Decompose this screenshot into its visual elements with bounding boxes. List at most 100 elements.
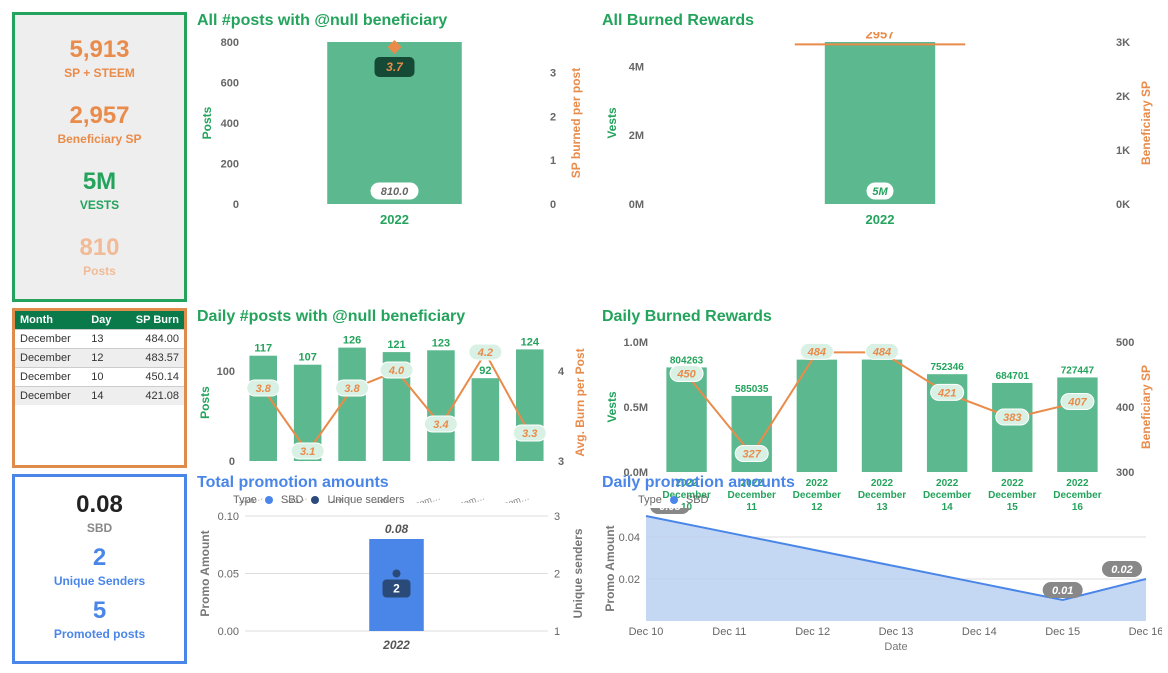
svg-text:0.05: 0.05 <box>659 508 681 513</box>
svg-text:484: 484 <box>807 346 826 358</box>
chart-legend: Type SBD <box>638 494 1168 506</box>
summary-card-blue: 0.08 SBD 2 Unique Senders 5 Promoted pos… <box>12 474 187 664</box>
svg-text:0.02: 0.02 <box>1111 564 1132 576</box>
legend-item: SBD <box>686 494 709 506</box>
svg-text:400: 400 <box>221 118 239 130</box>
svg-text:3: 3 <box>558 456 564 468</box>
legend-dot-sbd <box>265 496 273 504</box>
svg-text:2957: 2957 <box>866 32 895 41</box>
svg-text:3.7: 3.7 <box>386 60 404 74</box>
legend-item: Unique senders <box>327 494 404 506</box>
chart-daily-posts: Daily #posts with @null beneficiary 0100… <box>197 308 592 468</box>
svg-text:121: 121 <box>387 339 405 351</box>
dashboard-grid: 5,913 SP + STEEM 2,957 Beneficiary SP 5M… <box>12 12 1156 664</box>
stat-value: 5 <box>21 597 178 625</box>
svg-text:3.4: 3.4 <box>433 419 448 431</box>
svg-text:92: 92 <box>479 365 491 377</box>
svg-text:752346: 752346 <box>930 362 964 373</box>
stat-value: 5,913 <box>21 36 178 64</box>
svg-text:0M: 0M <box>629 199 644 211</box>
stat-benef-sp: 2,957 Beneficiary SP <box>21 102 178 146</box>
legend-dot-sbd <box>670 496 678 504</box>
svg-text:2022: 2022 <box>866 212 895 227</box>
svg-text:100: 100 <box>217 366 235 378</box>
svg-text:2022: 2022 <box>380 212 409 227</box>
chart-all-burned: All Burned Rewards 0M2M4M0K1K2K3K5M29572… <box>602 12 1168 302</box>
svg-text:5M: 5M <box>872 186 888 198</box>
svg-text:804263: 804263 <box>670 355 704 366</box>
svg-text:Beneficiary SP: Beneficiary SP <box>1139 365 1153 449</box>
svg-text:4M: 4M <box>629 61 644 73</box>
chart-daily-burned: Daily Burned Rewards 0.0M0.5M1.0M3004005… <box>602 308 1168 468</box>
table-header: Month <box>15 311 86 330</box>
stat-value: 2,957 <box>21 102 178 130</box>
stat-label: SBD <box>21 521 178 535</box>
svg-text:200: 200 <box>221 159 239 171</box>
stat-label: Unique Senders <box>21 574 178 588</box>
svg-text:Promo Amount: Promo Amount <box>603 525 617 611</box>
svg-text:Vests: Vests <box>605 107 619 139</box>
svg-text:2: 2 <box>393 582 400 596</box>
svg-text:124: 124 <box>521 336 540 348</box>
chart-svg: 02004006008000123810.03.72022PostsSP bur… <box>197 32 592 232</box>
svg-text:810.0: 810.0 <box>381 186 409 198</box>
stat-label: Promoted posts <box>21 627 178 641</box>
svg-text:0.02: 0.02 <box>619 574 640 586</box>
svg-text:3K: 3K <box>1116 37 1130 49</box>
svg-text:0.01: 0.01 <box>1052 585 1073 597</box>
stat-unique-senders: 2 Unique Senders <box>21 544 178 588</box>
svg-text:SP burned per post: SP burned per post <box>569 68 583 178</box>
svg-text:1: 1 <box>550 155 556 167</box>
svg-text:Dec 14: Dec 14 <box>962 626 997 638</box>
svg-text:450: 450 <box>676 369 696 381</box>
svg-text:Date: Date <box>884 641 907 653</box>
svg-text:1: 1 <box>554 626 560 638</box>
svg-text:123: 123 <box>432 337 450 349</box>
svg-text:407: 407 <box>1067 396 1087 408</box>
stat-value: 5M <box>21 168 178 196</box>
chart-title: Total promotion amounts <box>197 474 592 492</box>
svg-text:500: 500 <box>1116 337 1134 349</box>
stat-label: VESTS <box>21 198 178 212</box>
svg-text:0.10: 0.10 <box>218 511 239 523</box>
svg-text:0: 0 <box>229 456 235 468</box>
svg-text:0K: 0K <box>1116 199 1130 211</box>
svg-text:1.0M: 1.0M <box>624 337 648 349</box>
sp-burn-table: MonthDaySP Burn December13484.00December… <box>15 311 184 405</box>
svg-text:327: 327 <box>743 448 762 460</box>
svg-text:0.08: 0.08 <box>385 522 409 536</box>
stat-label: SP + STEEM <box>21 66 178 80</box>
svg-text:126: 126 <box>343 335 361 347</box>
legend-dot-senders <box>311 496 319 504</box>
sp-burn-table-card: MonthDaySP Burn December13484.00December… <box>12 308 187 468</box>
svg-text:Dec 12: Dec 12 <box>795 626 830 638</box>
chart-total-promo: Total promotion amounts Type SBD Unique … <box>197 474 592 664</box>
svg-text:2022: 2022 <box>382 638 410 652</box>
table-row: December14421.08 <box>15 387 184 406</box>
stat-label: Beneficiary SP <box>21 132 178 146</box>
chart-all-posts: All #posts with @null beneficiary 020040… <box>197 12 592 302</box>
svg-text:3.8: 3.8 <box>344 383 360 395</box>
table-row: December10450.14 <box>15 368 184 387</box>
svg-text:117: 117 <box>254 343 272 355</box>
svg-text:Vests: Vests <box>605 391 619 423</box>
legend-item: SBD <box>281 494 304 506</box>
svg-text:421: 421 <box>937 387 956 399</box>
svg-text:3: 3 <box>550 68 556 80</box>
table-header: SP Burn <box>122 311 184 330</box>
svg-text:0: 0 <box>550 199 556 211</box>
svg-text:Unique senders: Unique senders <box>571 528 585 618</box>
svg-text:Beneficiary SP: Beneficiary SP <box>1139 81 1153 165</box>
stat-value: 0.08 <box>21 491 178 519</box>
svg-text:2M: 2M <box>629 130 644 142</box>
legend-label: Type <box>638 494 662 506</box>
stat-value: 2 <box>21 544 178 572</box>
stat-sbd: 0.08 SBD <box>21 491 178 535</box>
svg-text:0.04: 0.04 <box>619 532 640 544</box>
svg-text:107: 107 <box>298 352 316 364</box>
stat-promoted-posts: 5 Promoted posts <box>21 597 178 641</box>
svg-text:585035: 585035 <box>735 384 769 395</box>
chart-svg: 0.020.040.050.010.02Dec 10Dec 11Dec 12De… <box>602 508 1162 653</box>
chart-legend: Type SBD Unique senders <box>233 494 592 506</box>
svg-text:2: 2 <box>554 569 560 581</box>
